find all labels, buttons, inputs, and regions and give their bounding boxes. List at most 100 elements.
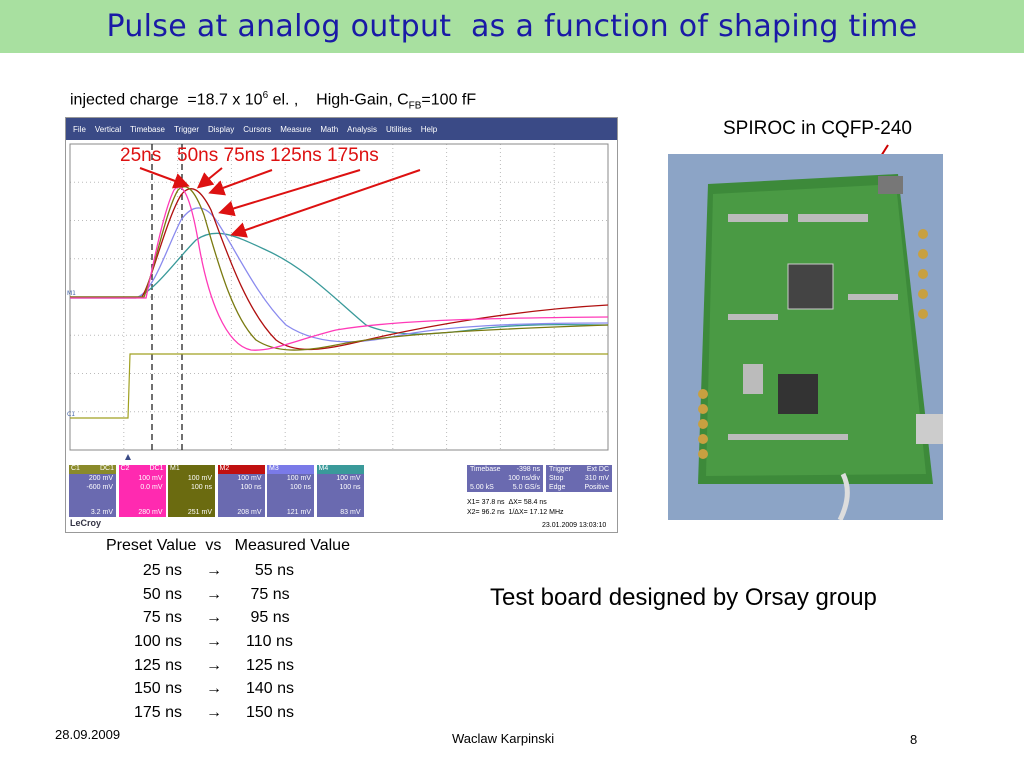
channel-box-m4[interactable]: M4 100 mV 100 ns 83 mV xyxy=(316,465,364,517)
channel-offset: 100 ns xyxy=(240,484,262,491)
measured-value: 55 ns xyxy=(246,561,295,579)
footer-date: 28.09.2009 xyxy=(55,727,121,742)
preset-value: 175 ns xyxy=(133,703,182,721)
test-board-photo xyxy=(668,154,943,520)
channel-box-m2[interactable]: M2 100 mV 100 ns 208 mV xyxy=(217,465,265,517)
scope-menu-item: Math xyxy=(320,124,339,134)
arrow-icon: → xyxy=(206,680,222,698)
oscilloscope-screenshot: File Vertical Timebase Trigger Display Cursor… xyxy=(65,117,618,533)
preset-value: 50 ns xyxy=(142,585,182,603)
channel-name: C2 xyxy=(120,465,130,472)
channel-scale: 100 mV xyxy=(237,475,262,482)
channel-name: M2 xyxy=(219,465,230,472)
channel-measure: 83 mV xyxy=(340,509,361,516)
scope-menu-item: Display xyxy=(208,124,235,134)
table-row: 75 ns → 95 ns xyxy=(106,606,350,630)
trace-c1-step xyxy=(70,353,608,419)
table-row: 150 ns → 140 ns xyxy=(106,677,350,701)
trigger-slope: Positive xyxy=(584,484,609,491)
svg-text:M1: M1 xyxy=(67,290,76,297)
title-bar: Pulse at analog output as a function of … xyxy=(0,0,1024,53)
channel-offset: 100 ns xyxy=(339,484,361,491)
timebase-offset: -398 ns xyxy=(516,466,540,473)
channel-scale: 100 mV xyxy=(187,475,212,482)
svg-text:C1: C1 xyxy=(67,411,75,418)
preset-value: 25 ns xyxy=(142,561,182,579)
trigger-box[interactable]: Trigger Ext DC Stop 310 mV Edge Positive xyxy=(546,465,612,492)
channel-scale: 200 mV xyxy=(88,475,113,482)
channel-box-c2[interactable]: C2 DC1 100 mV 0.0 mV 280 mV xyxy=(118,465,166,517)
slide-title: Pulse at analog output as a function of … xyxy=(106,9,918,44)
preset-value: 75 ns xyxy=(142,609,182,627)
arrow-icon: → xyxy=(206,609,222,627)
timebase-div: 100 ns/div xyxy=(508,475,540,482)
lecroy-logo: LeCroy xyxy=(70,518,102,528)
scope-menu-bar: File Vertical Timebase Trigger Display Cursor… xyxy=(66,118,617,140)
scope-timestamp: 23.01.2009 13:03:10 xyxy=(542,522,607,529)
arrow-icon: → xyxy=(206,703,222,721)
channel-offset: -600 mV xyxy=(86,484,113,491)
timebase-samples: 5.00 kS xyxy=(470,484,494,491)
arrow-icon: → xyxy=(206,585,222,603)
timebase-rate: 5.0 GS/s xyxy=(512,484,540,491)
arrow-icon: → xyxy=(206,561,222,579)
trace-m4-175ns xyxy=(70,232,609,335)
spiroc-chip xyxy=(787,263,834,310)
arrow-icon: → xyxy=(206,632,222,650)
cursor-readout: X1= 37.8 ns ΔX= 58.4 ns X2= 96.2 ns 1/ΔX=… xyxy=(467,499,564,516)
channel-box-m3[interactable]: M3 100 mV 100 ns 121 mV xyxy=(267,465,314,517)
trigger-marker xyxy=(125,454,131,460)
channel-measure: 208 mV xyxy=(237,509,262,516)
slide-number: 8 xyxy=(910,732,918,747)
timebase-box[interactable]: Timebase -398 ns 100 ns/div 5.00 kS 5.0 GS/s xyxy=(467,465,543,492)
preset-value: 100 ns xyxy=(133,632,182,650)
channel-offset: 0.0 mV xyxy=(140,484,163,491)
measured-value: 95 ns xyxy=(246,609,290,627)
trigger-edge: Edge xyxy=(549,484,566,491)
footer-author: Waclaw Karpinski xyxy=(452,731,555,746)
channel-measure: 280 mV xyxy=(138,509,163,516)
scope-menu-item: Utilities xyxy=(385,124,412,134)
channel-offset: 100 ns xyxy=(190,484,212,491)
scope-menu-item: Timebase xyxy=(130,124,165,134)
trace-m1-50ns xyxy=(70,186,609,351)
measured-value: 75 ns xyxy=(246,585,290,603)
table-row: 125 ns → 125 ns xyxy=(106,654,350,678)
channel-offset: 100 ns xyxy=(289,484,311,491)
channel-name: C1 xyxy=(71,465,80,472)
table-row: 25 ns → 55 ns xyxy=(106,559,350,583)
measured-value: 150 ns xyxy=(246,703,295,721)
channel-tag: DC1 xyxy=(99,465,114,472)
channel-measure: 251 mV xyxy=(187,509,212,516)
measured-value: 125 ns xyxy=(246,656,295,674)
trace-c2-25ns xyxy=(70,186,609,351)
channel-measure: 3.2 mV xyxy=(90,509,113,516)
scope-status-panel: C1 DC1 200 mV -600 mV 3.2 mV C2 DC1 100 mV 0.0… xyxy=(66,460,617,532)
channel-scale: 100 mV xyxy=(138,475,163,482)
trigger-label: Trigger xyxy=(549,466,571,473)
spiroc-label: SPIROC in CQFP-240 xyxy=(723,118,912,139)
fpga-chip xyxy=(778,374,818,414)
shaping-time-annotation: 25ns 50ns 75ns 125ns 175ns xyxy=(120,145,379,166)
trigger-mode: Ext DC xyxy=(586,466,609,473)
channel-box-m1[interactable]: M1 100 mV 100 ns 251 mV xyxy=(168,465,215,517)
channel-name: M1 xyxy=(170,465,180,472)
table-row: 175 ns → 150 ns xyxy=(106,701,350,725)
table-row: 100 ns → 110 ns xyxy=(106,630,350,654)
measured-value: 110 ns xyxy=(246,632,293,650)
channel-scale: 100 mV xyxy=(286,475,311,482)
scope-menu-item: Measure xyxy=(280,124,312,134)
scope-screen: M1 C1 xyxy=(66,140,617,460)
injection-caption: injected charge =18.7 x 106 el. , High-G… xyxy=(70,90,477,112)
trigger-stop: Stop xyxy=(549,475,564,482)
timebase-label: Timebase xyxy=(470,466,501,473)
scope-menu-item: File xyxy=(73,124,86,134)
scope-menu-item: Vertical xyxy=(94,124,122,134)
channel-name: M3 xyxy=(269,465,279,472)
test-board-caption: Test board designed by Orsay group xyxy=(490,584,877,611)
table-row: 50 ns → 75 ns xyxy=(106,583,350,607)
shaping-time-table: Preset Value vs Measured Value 25 ns → 55… xyxy=(106,537,350,725)
channel-name: M4 xyxy=(318,465,329,472)
channel-measure: 121 mV xyxy=(286,509,311,516)
channel-box-c1[interactable]: C1 DC1 200 mV -600 mV 3.2 mV xyxy=(69,465,116,517)
